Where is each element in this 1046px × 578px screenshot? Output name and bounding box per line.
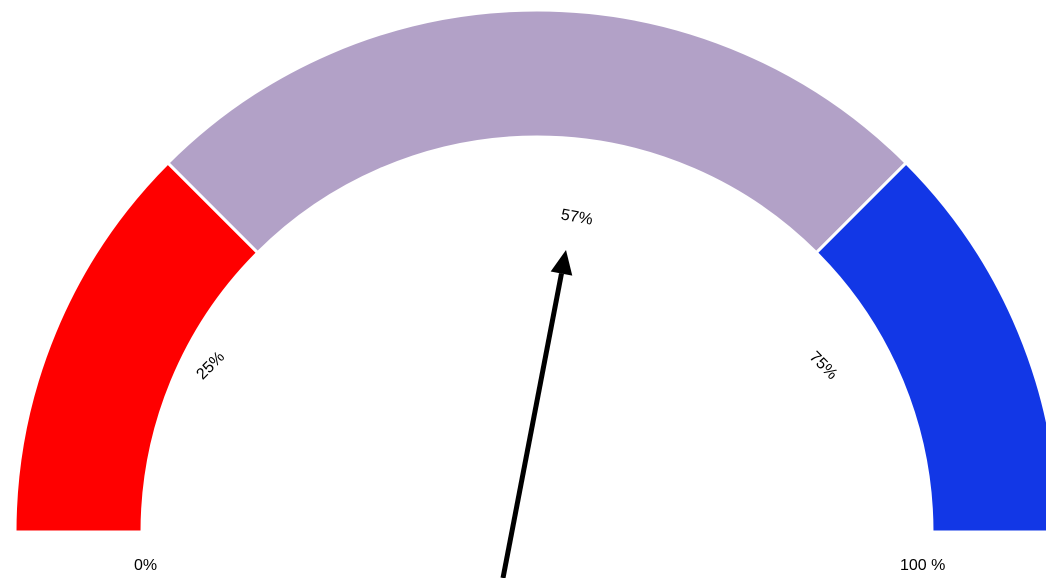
gauge-band-1	[165, 8, 909, 255]
needle-shaft	[500, 273, 564, 578]
label-value: 57%	[560, 206, 594, 228]
gauge-needle-group	[500, 250, 573, 578]
label-q1: 25%	[193, 348, 228, 383]
gauge-band-2	[814, 160, 1046, 534]
needle-arrowhead	[550, 250, 573, 276]
label-q3: 75%	[806, 348, 841, 383]
label-max: 100 %	[900, 557, 945, 574]
gauge-bands	[13, 8, 1046, 534]
label-min: 0%	[134, 557, 157, 574]
